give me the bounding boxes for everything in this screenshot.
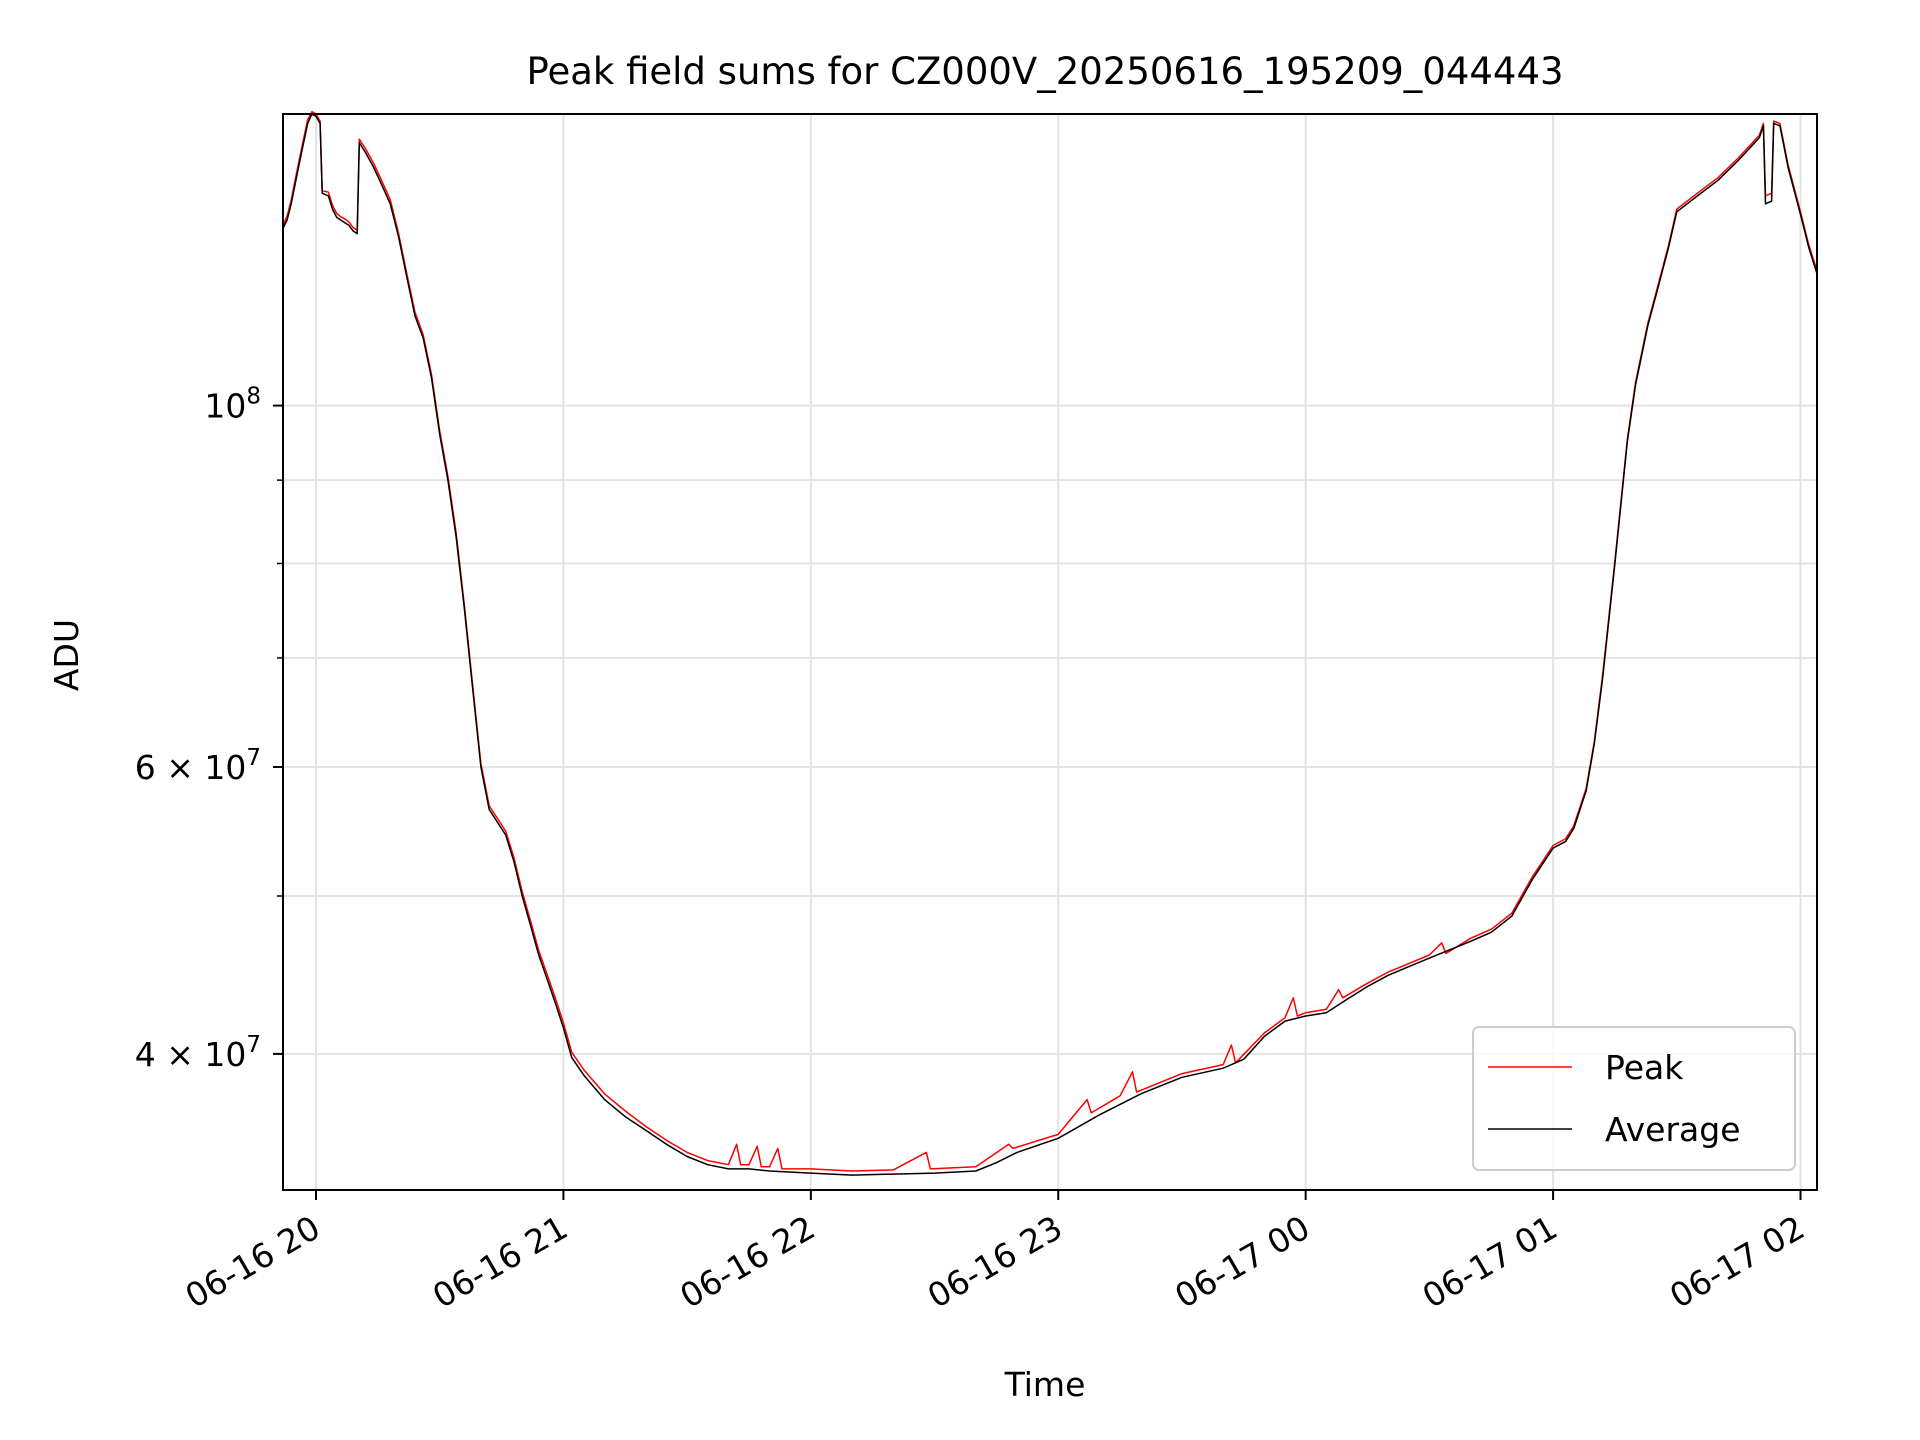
x-tick-label: 06-16 23 bbox=[921, 1208, 1069, 1316]
series-line-average bbox=[282, 113, 1818, 1176]
y-tick-label: 108 bbox=[204, 384, 261, 426]
x-tick-label: 06-17 01 bbox=[1416, 1208, 1564, 1316]
y-tick-label: 6 × 107 bbox=[135, 745, 261, 787]
grid bbox=[283, 114, 1817, 1190]
x-axis-label: Time bbox=[1004, 1365, 1086, 1404]
legend-label-average: Average bbox=[1605, 1110, 1741, 1149]
series-layer bbox=[282, 110, 1818, 1176]
y-tick-label: 4 × 107 bbox=[135, 1032, 261, 1074]
legend-label-peak: Peak bbox=[1605, 1048, 1684, 1087]
chart-title: Peak field sums for CZ000V_20250616_1952… bbox=[526, 50, 1563, 93]
legend: Peak Average bbox=[1472, 1026, 1796, 1171]
legend-box bbox=[1472, 1026, 1796, 1171]
plot-frame bbox=[282, 113, 1818, 1191]
y-axis: 108 6 × 107 4 × 107 bbox=[135, 384, 283, 1074]
y-axis-label: ADU bbox=[47, 619, 86, 691]
x-tick-label: 06-17 02 bbox=[1663, 1208, 1811, 1316]
x-tick-label: 06-16 22 bbox=[673, 1208, 821, 1316]
x-tick-label: 06-17 00 bbox=[1168, 1208, 1316, 1316]
x-tick-label: 06-16 20 bbox=[179, 1208, 327, 1316]
series-line-peak bbox=[282, 110, 1818, 1172]
x-axis: 06-16 20 06-16 21 06-16 22 06-16 23 06-17 00… bbox=[179, 1190, 1811, 1316]
x-tick-label: 06-16 21 bbox=[426, 1208, 574, 1316]
